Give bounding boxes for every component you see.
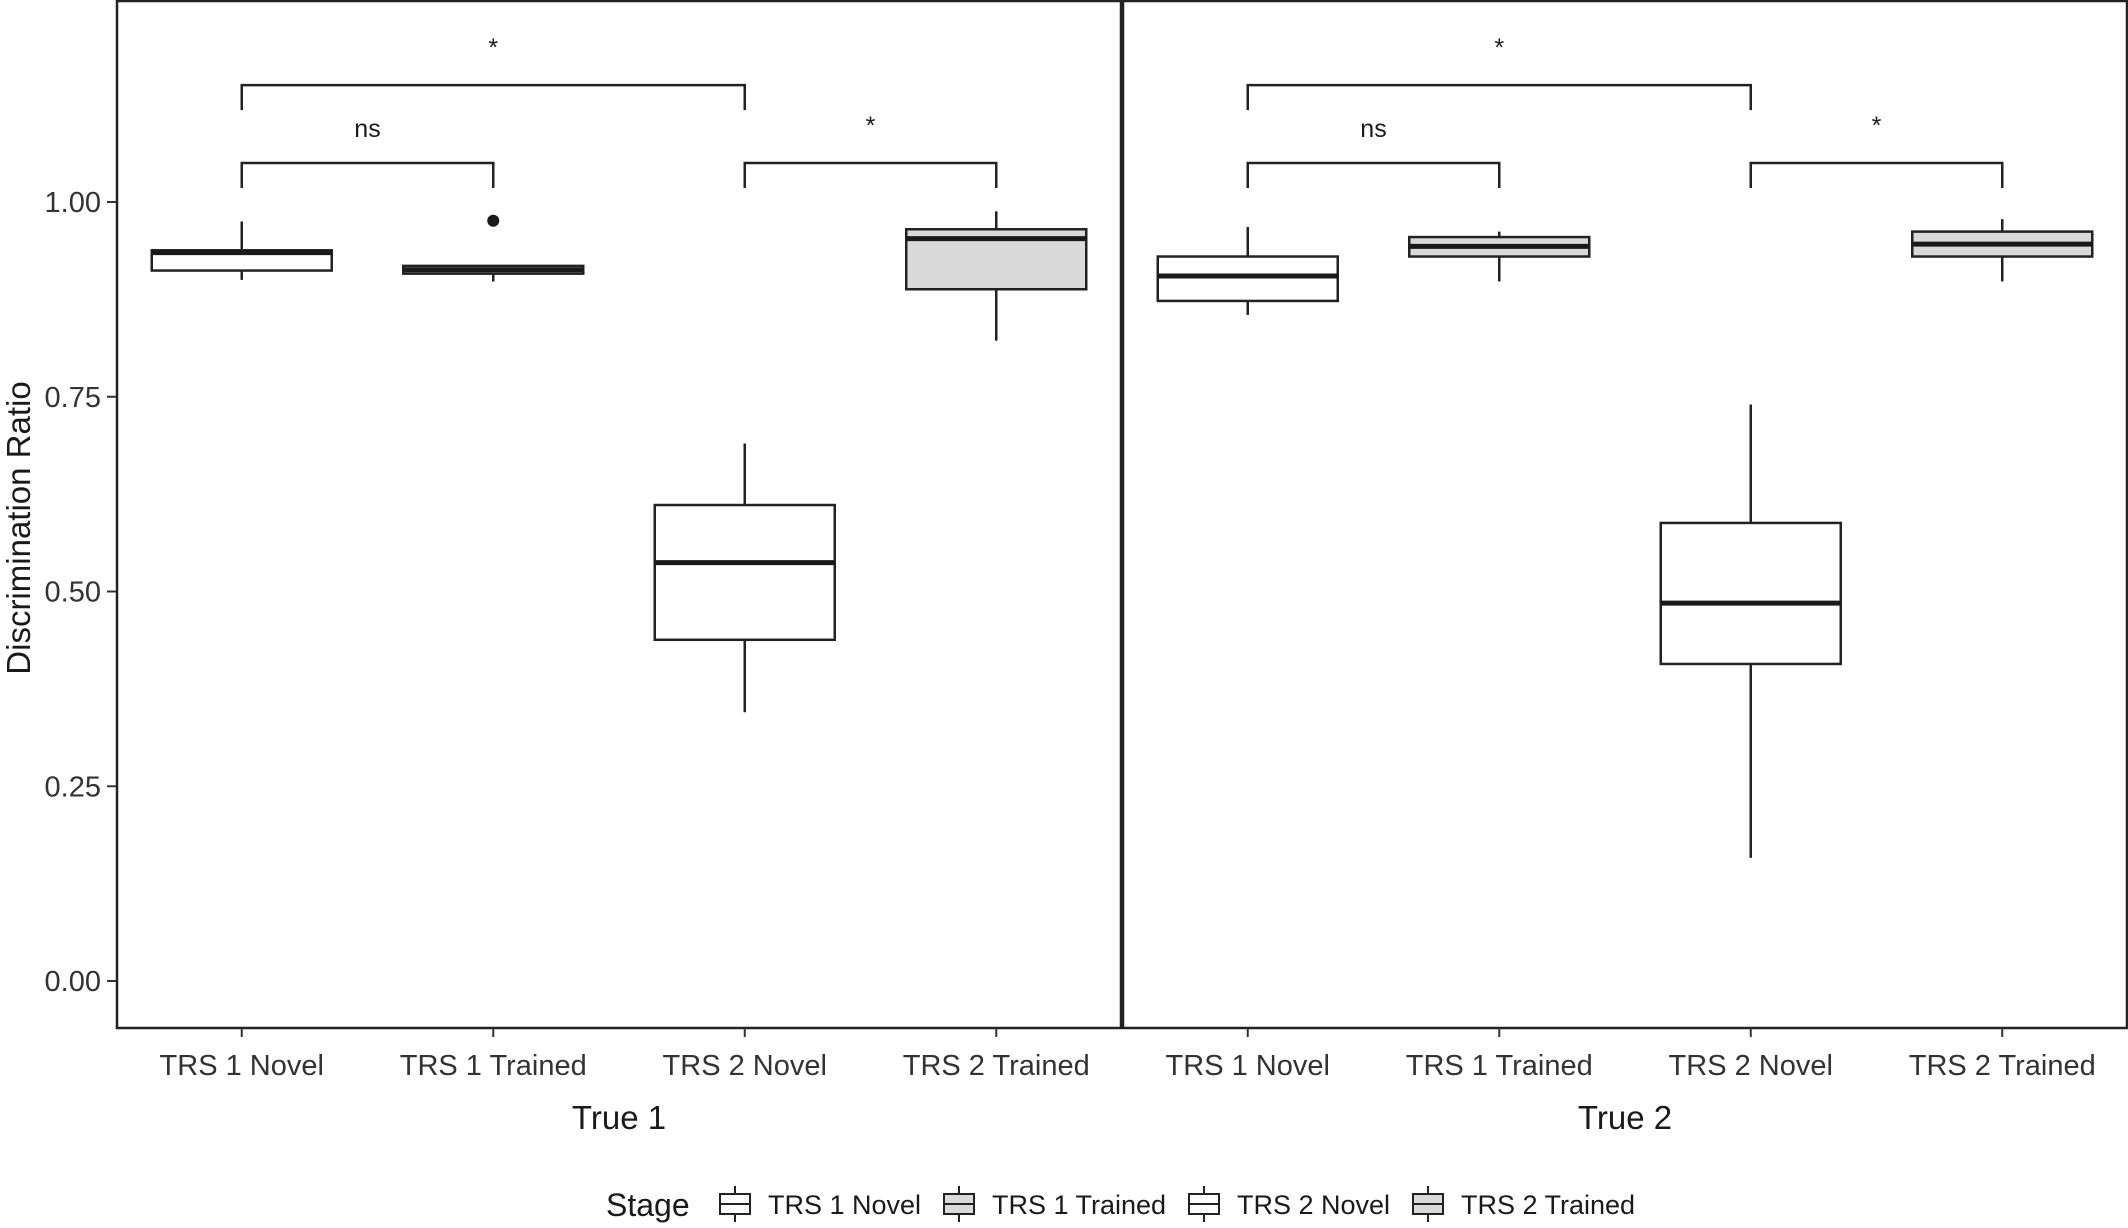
y-tick-label: 0.75 [45, 382, 101, 414]
x-tick-label: TRS 1 Novel [1166, 1050, 1330, 1082]
box-trs-1-trained [402, 214, 585, 282]
box-trs-1-trained [1408, 231, 1591, 282]
box-iqr [653, 503, 836, 642]
legend: Stage TRS 1 Novel TRS 1 Trained TRS 2 Novel… [606, 1186, 1635, 1223]
legend-entry: TRS 1 Novel [719, 1186, 921, 1222]
significance-label: * [488, 34, 498, 62]
x-axis-label: True 1 [572, 1099, 666, 1136]
box-trs-1-novel [150, 221, 333, 280]
legend-entry: TRS 1 Trained [943, 1186, 1166, 1222]
significance-bracket [1246, 161, 1501, 189]
y-axis: 0.00 0.25 0.50 0.75 1.00 [45, 187, 116, 998]
x-tick-label: TRS 1 Trained [400, 1050, 587, 1082]
x-tick-label: TRS 2 Novel [1669, 1050, 1833, 1082]
significance-bracket [1749, 161, 2004, 189]
outlier-point [487, 214, 500, 227]
significance-bracket [743, 161, 998, 189]
legend-entry-label: TRS 1 Novel [768, 1190, 921, 1220]
legend-entry: TRS 2 Trained [1412, 1186, 1635, 1222]
box-trs-2-novel [1659, 404, 1842, 858]
significance-label: * [1494, 34, 1504, 62]
panels-layer: TRS 1 Novel TRS 1 Trained TRS 2 Novel TRS 2… [115, 0, 2128, 1136]
y-tick-label: 0.50 [45, 577, 101, 609]
panel-2: TRS 1 Novel TRS 1 Trained TRS 2 Novel TRS 2… [1121, 0, 2128, 1136]
significance-bracket [1246, 83, 1752, 111]
legend-entry-label: TRS 2 Trained [1461, 1190, 1635, 1220]
panel-border [1121, 0, 2128, 1030]
significance-label: * [1872, 112, 1882, 140]
box-iqr [1156, 255, 1339, 303]
box-trs-2-trained [1911, 219, 2094, 282]
significance-bracket [240, 161, 495, 189]
y-axis-label: Discrimination Ratio [0, 381, 37, 674]
y-tick-label: 0.00 [45, 966, 101, 998]
legend-title: Stage [606, 1187, 690, 1223]
box-trs-2-trained [905, 211, 1088, 341]
x-tick-label: TRS 1 Trained [1406, 1050, 1593, 1082]
x-tick-label: TRS 1 Novel [160, 1050, 324, 1082]
significance-label: ns [1360, 115, 1386, 143]
x-tick-label: TRS 2 Trained [903, 1050, 1090, 1082]
legend-entry: TRS 2 Novel [1188, 1186, 1390, 1222]
y-tick-label: 0.25 [45, 771, 101, 803]
significance-bracket [240, 83, 746, 111]
y-tick-label: 1.00 [45, 187, 101, 219]
significance-label: * [866, 112, 876, 140]
legend-entry-label: TRS 2 Novel [1237, 1190, 1390, 1220]
box-iqr [1659, 521, 1842, 666]
x-axis-label: True 2 [1578, 1099, 1672, 1136]
panel-1: TRS 1 Novel TRS 1 Trained TRS 2 Novel TRS 2… [115, 0, 1123, 1136]
panel-border [115, 0, 1123, 1030]
x-tick-label: TRS 2 Trained [1909, 1050, 2096, 1082]
box-trs-1-novel [1156, 226, 1339, 315]
significance-label: ns [354, 115, 380, 143]
x-tick-label: TRS 2 Novel [663, 1050, 827, 1082]
legend-entry-label: TRS 1 Trained [992, 1190, 1166, 1220]
box-trs-2-novel [653, 443, 836, 713]
